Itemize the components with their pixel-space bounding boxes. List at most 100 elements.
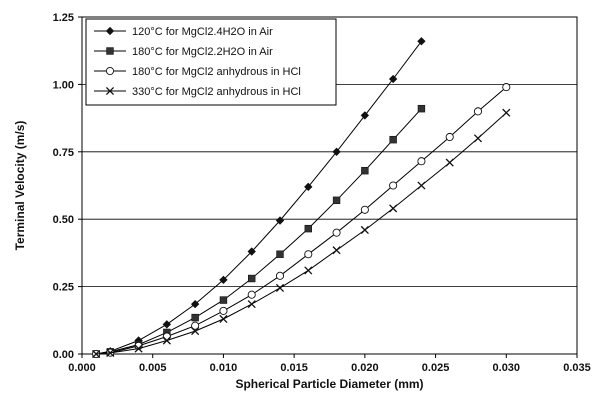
series-4-point-1 [92, 349, 101, 359]
series-4-point-15 [473, 134, 483, 143]
series-1-point-7 [247, 247, 256, 256]
series-2-line [96, 108, 422, 355]
y-tick-label-5: 1.25 [53, 12, 74, 24]
series-4-point-8-stroke-b [275, 283, 285, 293]
series-1-point-6 [219, 275, 228, 285]
series-4-point-2 [106, 348, 115, 357]
series-4-point-9-stroke-b [304, 266, 313, 275]
y-tick-label-1: 0.25 [53, 282, 74, 294]
series-4-point-16-stroke-b [502, 108, 511, 117]
series-4-point-16 [502, 108, 511, 117]
series-4 [92, 108, 511, 359]
series-4-point-7 [247, 300, 256, 309]
series-4-point-12 [389, 204, 398, 213]
series-3-point-8 [275, 271, 285, 280]
x-axis-ticks: 0.000 0.005 0.010 0.015 0.020 0.025 0.030 0.035 [68, 354, 591, 374]
series-3-point-11 [360, 205, 369, 214]
series-2-point-13 [417, 104, 426, 113]
series-3-point-13 [417, 157, 426, 166]
legend-label-4: 330°C for MgCl2 anhydrous in HCl [132, 86, 301, 98]
series-4-point-14-stroke-b [445, 158, 454, 167]
series-3-point-7 [247, 290, 256, 299]
x-tick-label-3: 0.015 [280, 362, 308, 374]
series-1-point-5 [190, 299, 200, 309]
y-tick-label-0: 0.00 [53, 349, 74, 361]
series-4-point-4-stroke-b [162, 336, 171, 345]
series-3-point-5 [191, 321, 200, 330]
series-4-point-11-stroke-b [360, 225, 369, 235]
series-4-point-6-stroke-b [219, 314, 228, 324]
series-4-point-14 [445, 158, 454, 167]
series-3-point-6 [219, 306, 228, 315]
series-4-point-13 [417, 181, 426, 190]
series-4-point-10 [332, 246, 341, 255]
series-1-point-11 [360, 111, 370, 120]
series-4-point-9 [304, 266, 313, 275]
series-2-point-8 [276, 250, 284, 258]
series-2-point-11 [361, 166, 369, 175]
legend-label-2: 180°C for MgCl2.2H2O in Air [132, 46, 273, 58]
series-4-line [96, 112, 507, 355]
series-3-line [96, 86, 507, 355]
y-tick-label-4: 1.00 [53, 79, 74, 91]
y-tick-label-2: 0.50 [53, 214, 74, 226]
y-tick-label-3: 0.75 [53, 147, 74, 159]
series-3-point-14 [445, 132, 454, 142]
series-4-point-8 [275, 283, 285, 293]
series-4-point-12-stroke-b [389, 204, 398, 213]
series-1-point-9 [304, 182, 313, 192]
y-axis-title: Terminal Velocity (m/s) [13, 121, 27, 251]
series-2-point-12 [389, 135, 397, 144]
series-4-point-13-stroke-b [417, 181, 426, 190]
series-1-point-13 [417, 37, 426, 46]
x-tick-label-4: 0.020 [351, 362, 379, 374]
legend-marker-4 [105, 86, 115, 96]
series-4-point-4 [162, 336, 171, 345]
series-3-point-4 [162, 332, 171, 341]
series-3-point-9 [304, 250, 313, 259]
series-2-point-9 [304, 224, 312, 233]
series-4-point-3-stroke-b [134, 344, 143, 353]
x-axis-title: Spherical Particle Diameter (mm) [235, 377, 423, 391]
y-axis-ticks: 0.00 0.25 0.50 0.75 1.00 1.25 [53, 12, 82, 361]
series-4-point-6 [219, 314, 228, 324]
legend-marker-3 [105, 66, 115, 76]
series-3-point-15 [473, 107, 483, 116]
x-tick-label-6: 0.030 [493, 362, 521, 374]
series-3 [92, 83, 511, 359]
plot-area-frame [81, 16, 578, 355]
series-1-point-4 [162, 320, 172, 329]
grid-lines [82, 84, 577, 288]
series-4-point-3 [134, 344, 143, 353]
x-tick-label-0: 0.000 [68, 362, 96, 374]
series-1-point-10 [332, 147, 341, 156]
series-4-point-2-stroke-b [106, 348, 115, 357]
series-2-point-7 [248, 274, 256, 283]
series-4-point-15-stroke-b [473, 134, 483, 143]
x-tick-label-1: 0.005 [139, 362, 167, 374]
series-2-point-6 [219, 296, 228, 304]
series-4-point-11 [360, 225, 369, 235]
legend-label-3: 180°C for MgCl2 anhydrous in HCl [132, 66, 301, 78]
series-2-point-10 [332, 196, 341, 205]
series-4-point-5-stroke-b [191, 327, 200, 336]
series-1-point-12 [388, 74, 398, 84]
series-4-point-7-stroke-b [247, 300, 256, 309]
series-1-point-8 [275, 216, 285, 225]
series-3-point-16 [502, 83, 511, 92]
series-3-point-12 [389, 181, 398, 190]
series-2-point-5 [191, 313, 199, 322]
series-4-point-5 [191, 327, 200, 336]
x-tick-label-5: 0.025 [422, 362, 450, 374]
legend: 120°C for MgCl2.4H2O in Air 180°C for MgC… [85, 18, 337, 106]
series-layer [91, 37, 511, 359]
x-tick-label-2: 0.010 [210, 362, 238, 374]
series-2 [92, 104, 426, 358]
legend-marker-4-stroke-b [105, 86, 115, 96]
legend-marker-1 [105, 26, 115, 36]
legend-box [85, 18, 337, 106]
series-4-point-1-stroke-b [92, 349, 101, 359]
legend-marker-2 [106, 47, 114, 55]
series-4-point-10-stroke-b [332, 246, 341, 255]
